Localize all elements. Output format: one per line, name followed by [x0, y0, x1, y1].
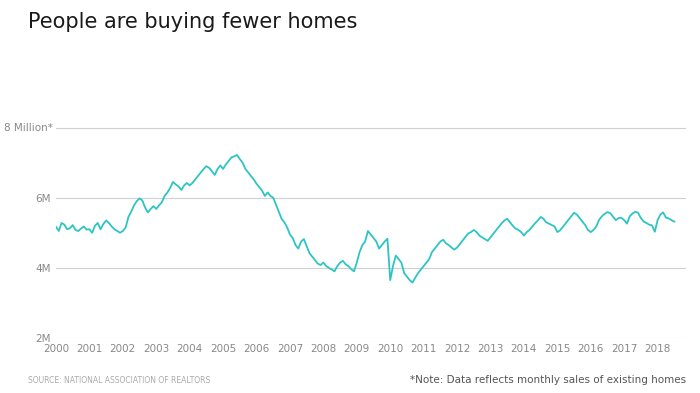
Text: People are buying fewer homes: People are buying fewer homes	[28, 12, 358, 32]
Text: 8 Million*: 8 Million*	[4, 123, 53, 132]
Text: SOURCE: NATIONAL ASSOCIATION OF REALTORS: SOURCE: NATIONAL ASSOCIATION OF REALTORS	[28, 376, 210, 385]
Text: *Note: Data reflects monthly sales of existing homes: *Note: Data reflects monthly sales of ex…	[410, 375, 686, 385]
